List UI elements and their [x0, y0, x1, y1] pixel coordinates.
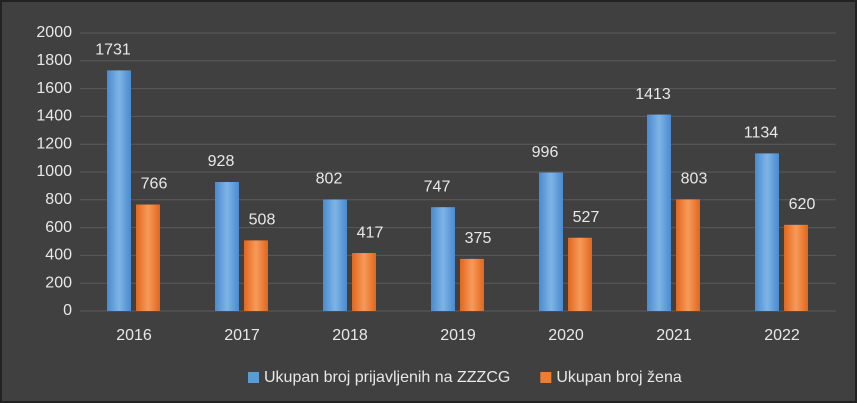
x-tick-label: 2022 [764, 327, 800, 344]
bar [755, 153, 779, 311]
data-label: 375 [465, 230, 492, 247]
bar [431, 207, 455, 311]
bar [323, 199, 347, 311]
bar [676, 199, 700, 311]
x-tick-label: 2019 [440, 327, 476, 344]
y-tick-label: 2000 [36, 24, 72, 41]
data-label: 508 [249, 212, 276, 229]
x-tick-label: 2017 [224, 327, 260, 344]
bar [539, 172, 563, 311]
bar [215, 182, 239, 311]
y-tick-label: 1800 [36, 52, 72, 69]
data-label: 802 [316, 171, 343, 188]
bar [568, 237, 592, 311]
data-label: 803 [681, 171, 708, 188]
data-label: 1413 [635, 86, 671, 103]
data-label: 527 [573, 209, 600, 226]
legend-swatch [248, 372, 259, 383]
data-label: 996 [532, 144, 559, 161]
bar [136, 204, 160, 311]
y-tick-label: 1600 [36, 80, 72, 97]
y-tick-label: 1400 [36, 108, 72, 125]
bar [784, 224, 808, 311]
y-tick-label: 600 [45, 219, 72, 236]
bar [352, 253, 376, 311]
x-tick-label: 2018 [332, 327, 368, 344]
data-label: 747 [424, 178, 451, 195]
legend-swatch [540, 372, 552, 383]
y-tick-label: 800 [45, 191, 72, 208]
y-tick-label: 1200 [36, 135, 72, 152]
x-tick-label: 2021 [656, 327, 692, 344]
data-label: 1134 [744, 125, 779, 142]
data-label: 766 [141, 176, 168, 193]
data-label: 1731 [95, 42, 131, 59]
x-tick-label: 2016 [116, 327, 152, 344]
legend-label: Ukupan broj žena [556, 369, 682, 386]
y-tick-label: 200 [45, 274, 72, 291]
data-label: 417 [357, 224, 384, 241]
data-label: 928 [208, 153, 235, 170]
y-tick-label: 1000 [36, 163, 72, 180]
bar [107, 70, 131, 312]
legend-label: Ukupan broj prijavljenih na ZZZCG [264, 369, 510, 386]
y-tick-label: 400 [45, 247, 72, 264]
data-label: 620 [789, 196, 816, 213]
bar [460, 258, 484, 311]
bar [647, 114, 671, 311]
x-tick-label: 2020 [548, 327, 584, 344]
bar [244, 240, 268, 311]
y-tick-label: 0 [63, 302, 72, 319]
